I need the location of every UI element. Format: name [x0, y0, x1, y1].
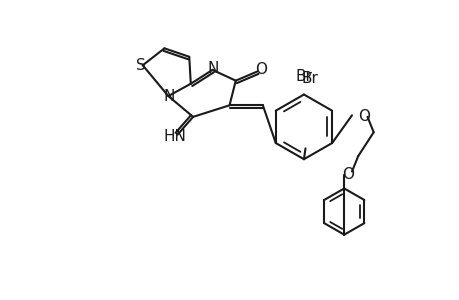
Text: S: S: [136, 58, 146, 73]
Text: N: N: [207, 61, 218, 76]
Text: HN: HN: [163, 129, 186, 144]
Text: O: O: [255, 62, 267, 77]
Text: Br: Br: [301, 71, 318, 86]
Text: O: O: [358, 109, 369, 124]
Text: Br: Br: [295, 69, 312, 84]
Text: N: N: [163, 89, 174, 104]
Text: O: O: [341, 167, 353, 182]
